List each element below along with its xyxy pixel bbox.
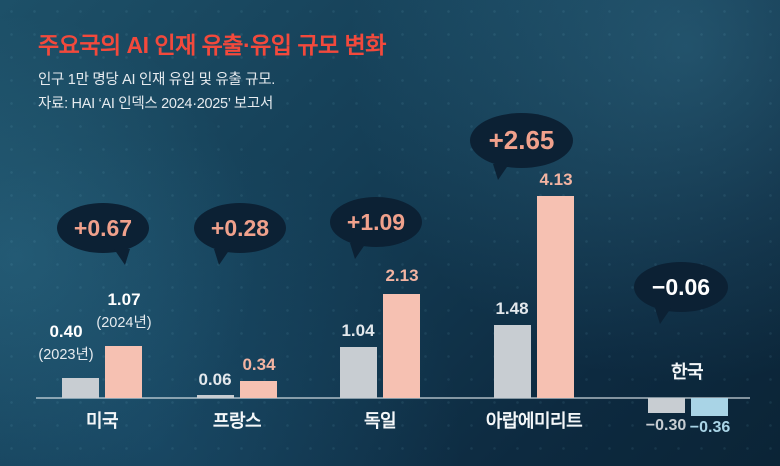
change-bubble-usa: +0.67 (57, 203, 149, 265)
value-label-2023-korea: −0.30 (645, 417, 687, 434)
value-label-2023-france: 0.06 (198, 370, 232, 389)
bubble-tail-icon (350, 243, 367, 259)
change-bubble-france: +0.28 (194, 203, 286, 265)
value-label-2023-germany: 1.04 (341, 321, 375, 340)
value-label-2024-korea: −0.36 (689, 419, 731, 436)
bubble-tail-icon (114, 249, 131, 265)
change-value-usa: +0.67 (73, 214, 133, 241)
axis-line (36, 397, 750, 399)
change-value-uae: +2.65 (488, 125, 555, 155)
chart-subtitle: 인구 1만 명당 AI 인재 유입 및 유출 규모. (38, 72, 275, 88)
country-label-uae: 아랍에미리트 (485, 411, 583, 431)
value-label-2024-usa: 1.07 (107, 290, 141, 309)
country-label-korea: 한국 (670, 362, 704, 382)
bar-2023-germany (340, 347, 377, 398)
change-value-germany: +1.09 (346, 208, 406, 235)
bubble-tail-icon (654, 308, 671, 324)
bar-2023-france (197, 395, 234, 398)
bubble-tail-icon (492, 164, 509, 180)
change-bubble-korea: −0.06 (634, 262, 728, 324)
value-label-2023-usa: 0.40 (49, 322, 83, 341)
year-note-2024: (2024년) (96, 315, 152, 331)
bar-2023-usa (62, 378, 99, 398)
bar-2024-germany (383, 294, 420, 398)
bar-2023-korea (648, 398, 685, 413)
value-label-2024-germany: 2.13 (385, 266, 419, 285)
source-note: 자료: HAI ‘AI 인덱스 2024·2025’ 보고서 (38, 96, 274, 112)
bar-2024-france (240, 381, 277, 398)
bubble-tail-icon (214, 249, 231, 265)
page-title: 주요국의 AI 인재 유출·유입 규모 변화 (38, 32, 386, 58)
bar-2024-korea (691, 398, 728, 416)
change-value-korea: −0.06 (651, 273, 711, 300)
country-label-germany: 독일 (363, 411, 397, 431)
year-note-2023: (2023년) (38, 347, 94, 363)
value-label-2023-uae: 1.48 (495, 299, 529, 318)
bar-2023-uae (494, 325, 531, 398)
bar-2024-usa (105, 346, 142, 398)
value-label-2024-france: 0.34 (242, 355, 276, 374)
country-label-usa: 미국 (85, 411, 119, 431)
change-value-france: +0.28 (210, 214, 270, 241)
change-bubble-uae: +2.65 (470, 113, 573, 180)
bar-2024-uae (537, 196, 574, 398)
country-label-france: 프랑스 (212, 411, 262, 431)
change-bubble-germany: +1.09 (330, 197, 422, 259)
value-label-2024-uae: 4.13 (539, 170, 573, 189)
